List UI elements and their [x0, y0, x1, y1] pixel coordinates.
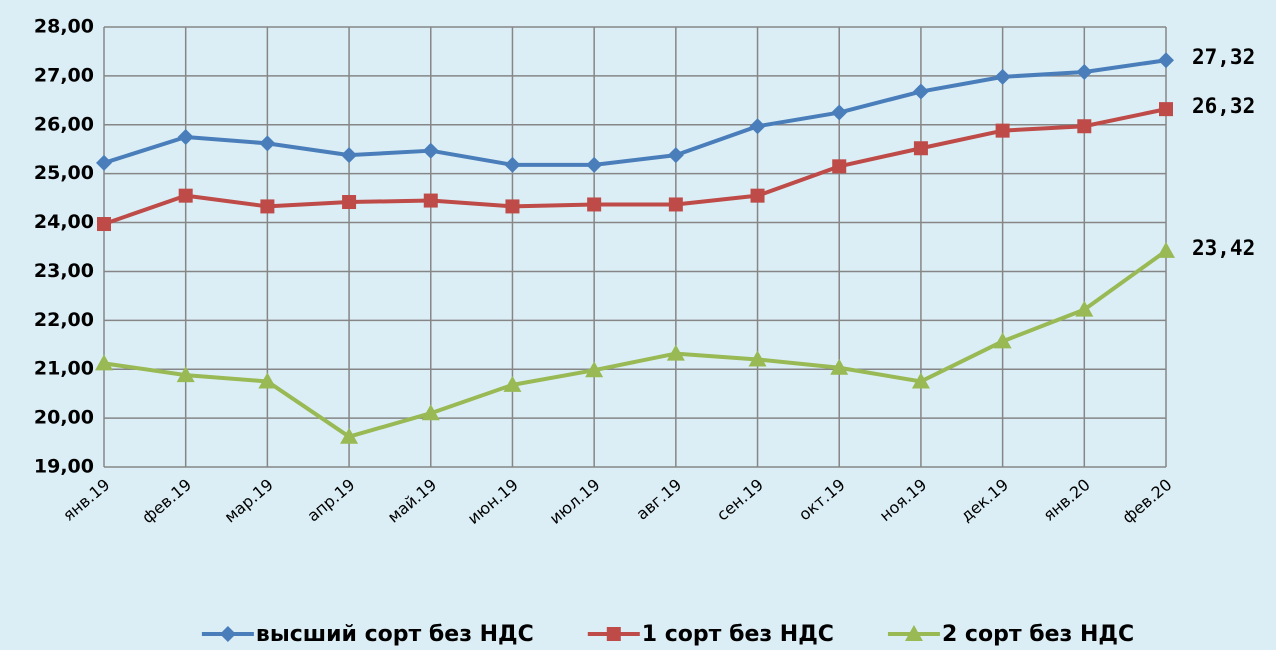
x-tick-label: сен.19	[713, 475, 767, 525]
marker	[176, 366, 195, 383]
marker	[1157, 241, 1175, 258]
marker	[421, 404, 440, 421]
marker	[505, 199, 520, 214]
marker	[749, 118, 766, 135]
legend-label: 2 сорт без НДС	[942, 622, 1134, 647]
marker	[177, 129, 194, 145]
y-tick-label: 24,00	[34, 211, 94, 233]
marker	[258, 372, 277, 389]
marker	[341, 147, 358, 164]
marker	[831, 104, 848, 121]
marker	[587, 197, 602, 212]
x-tick-label: янв.19	[59, 475, 113, 525]
series-line	[103, 249, 1168, 439]
marker	[995, 123, 1010, 138]
marker	[606, 627, 621, 641]
marker	[340, 427, 359, 444]
marker	[219, 626, 236, 642]
y-tick-label: 25,00	[34, 162, 94, 184]
marker	[95, 354, 113, 371]
series-line	[103, 107, 1167, 226]
marker	[178, 188, 193, 203]
x-tick-label: дек.19	[957, 475, 1012, 526]
x-tick-label: май.19	[384, 475, 440, 527]
marker	[913, 141, 928, 156]
y-tick-label: 28,00	[34, 16, 94, 38]
y-tick-label: 26,00	[34, 113, 94, 135]
x-tick-label: апр.19	[304, 475, 359, 525]
y-tick-label: 23,00	[34, 260, 94, 282]
marker	[832, 159, 847, 174]
x-tick-label: июн.19	[464, 475, 522, 528]
marker	[1075, 300, 1094, 317]
marker	[422, 142, 439, 159]
y-tick-label: 20,00	[34, 407, 94, 429]
marker	[342, 195, 357, 210]
marker	[994, 68, 1011, 85]
y-tick-label: 27,00	[34, 64, 94, 86]
marker	[585, 361, 604, 378]
x-tick-label: фев.20	[1119, 475, 1176, 527]
x-tick-label: авг.19	[632, 475, 685, 524]
x-tick-label: ноя.19	[876, 475, 931, 525]
marker	[96, 154, 112, 171]
marker	[667, 147, 684, 164]
legend-label: высший сорт без НДС	[256, 622, 534, 647]
marker	[666, 344, 685, 361]
y-tick-label: 19,00	[34, 456, 94, 478]
marker	[1159, 102, 1173, 117]
marker	[748, 350, 767, 367]
x-tick-label: июл.19	[546, 475, 604, 528]
marker	[830, 358, 849, 375]
data-label: 26,32	[1192, 94, 1255, 118]
marker	[1158, 52, 1174, 69]
marker	[912, 83, 929, 100]
y-tick-label: 22,00	[34, 309, 94, 331]
marker	[750, 188, 765, 203]
marker	[97, 217, 111, 232]
marker	[259, 135, 276, 152]
x-tick-label: фев.19	[138, 475, 195, 527]
marker	[1077, 119, 1092, 134]
data-label: 23,42	[1192, 236, 1255, 260]
marker	[668, 197, 683, 212]
series-line	[103, 58, 1167, 167]
x-tick-label: окт.19	[795, 475, 849, 524]
x-tick-label: янв.20	[1039, 475, 1093, 525]
marker	[260, 199, 275, 214]
data-label: 27,32	[1192, 45, 1255, 69]
marker	[423, 193, 438, 208]
legend: высший сорт без НДС 1 сорт без НДС 2 сорт …	[201, 622, 1134, 647]
marker	[504, 156, 521, 173]
marker	[993, 332, 1012, 349]
y-tick-label: 21,00	[34, 358, 94, 380]
marker	[911, 372, 930, 389]
legend-label: 1 сорт без НДС	[642, 622, 834, 647]
marker	[586, 156, 603, 173]
marker	[1076, 63, 1093, 80]
x-tick-label: мар.19	[221, 475, 277, 527]
marker	[904, 625, 923, 641]
marker	[503, 375, 522, 392]
